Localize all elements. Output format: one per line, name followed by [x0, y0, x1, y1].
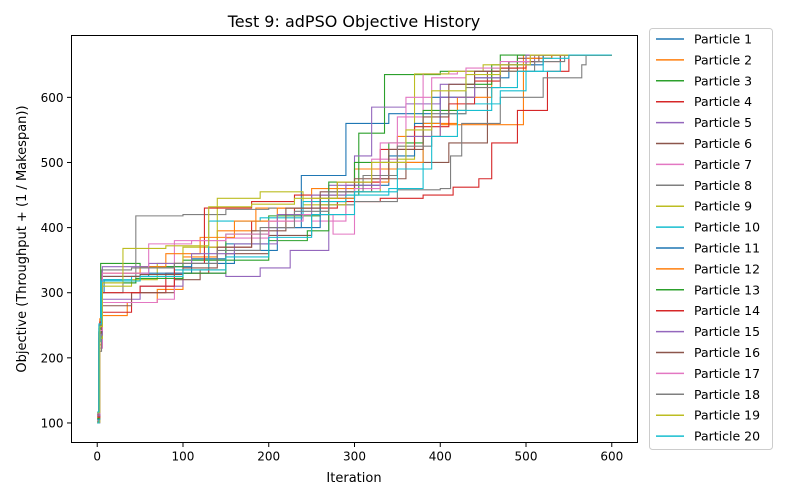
legend-item: Particle 1: [656, 32, 752, 47]
series-line-particle-4: [97, 54, 612, 416]
legend-item: Particle 12: [656, 261, 760, 276]
y-tick-label: 300: [41, 286, 64, 300]
x-tick: 600: [600, 442, 623, 464]
legend-item: Particle 9: [656, 199, 752, 214]
legend-label: Particle 20: [694, 429, 760, 444]
legend-label: Particle 14: [694, 303, 760, 318]
legend-item: Particle 20: [656, 429, 760, 444]
legend-item: Particle 5: [656, 115, 752, 130]
series-line-particle-17: [97, 54, 612, 415]
legend-items: Particle 1 Particle 2 Particle 3 Particle 4…: [656, 32, 760, 444]
series-line-particle-15: [97, 54, 612, 417]
plot-frame: [71, 35, 638, 443]
series-line-particle-16: [97, 54, 612, 416]
legend-item: Particle 7: [656, 157, 752, 172]
x-tick-label: 100: [172, 450, 195, 464]
x-tick-label: 0: [93, 450, 101, 464]
legend-label: Particle 12: [694, 261, 760, 276]
legend-label: Particle 18: [694, 387, 760, 402]
series-line-particle-12: [97, 54, 612, 419]
legend-label: Particle 1: [694, 32, 752, 47]
series-line-particle-20: [97, 54, 612, 413]
y-tick-label: 600: [41, 91, 64, 105]
legend: Particle 1 Particle 2 Particle 3 Particle 4…: [649, 28, 773, 450]
legend-label: Particle 3: [694, 73, 752, 88]
y-axis-label: Objective (Throughput + (1 / Makespan)): [15, 105, 30, 372]
legend-label: Particle 19: [694, 408, 760, 423]
x-tick-label: 300: [343, 450, 366, 464]
legend-item: Particle 11: [656, 241, 760, 256]
legend-item: Particle 15: [656, 324, 760, 339]
x-tick: 200: [257, 442, 280, 464]
legend-item: Particle 2: [656, 52, 752, 67]
x-tick-label: 200: [257, 450, 280, 464]
x-tick: 300: [343, 442, 366, 464]
legend-item: Particle 4: [656, 94, 752, 109]
chart-title: Test 9: adPSO Objective History: [227, 12, 481, 31]
x-tick: 0: [93, 442, 101, 464]
legend-item: Particle 6: [656, 136, 752, 151]
legend-item: Particle 17: [656, 366, 760, 381]
y-tick: 400: [41, 221, 72, 235]
plot-series-group: [97, 54, 612, 424]
y-tick-label: 100: [41, 416, 64, 430]
y-tick: 600: [41, 91, 72, 105]
x-tick: 500: [515, 442, 538, 464]
y-tick-label: 200: [41, 351, 64, 365]
series-line-particle-2: [97, 54, 612, 417]
legend-label: Particle 7: [694, 157, 752, 172]
series-line-particle-7: [97, 54, 612, 421]
x-tick-label: 400: [429, 450, 452, 464]
legend-label: Particle 6: [694, 136, 752, 151]
legend-item: Particle 8: [656, 178, 752, 193]
legend-label: Particle 17: [694, 366, 760, 381]
legend-item: Particle 3: [656, 73, 752, 88]
y-tick-label: 400: [41, 221, 64, 235]
legend-label: Particle 11: [694, 241, 760, 256]
legend-label: Particle 9: [694, 199, 752, 214]
legend-label: Particle 16: [694, 345, 760, 360]
legend-box: [649, 28, 773, 450]
legend-item: Particle 19: [656, 408, 760, 423]
x-tick: 400: [429, 442, 452, 464]
x-tick: 100: [172, 442, 195, 464]
y-tick: 200: [41, 351, 72, 365]
legend-item: Particle 18: [656, 387, 760, 402]
legend-label: Particle 5: [694, 115, 752, 130]
y-tick: 100: [41, 416, 72, 430]
legend-label: Particle 4: [694, 94, 752, 109]
legend-item: Particle 14: [656, 303, 760, 318]
legend-item: Particle 13: [656, 282, 760, 297]
series-line-particle-11: [97, 54, 612, 420]
series-line-particle-14: [97, 54, 612, 418]
series-line-particle-19: [97, 54, 612, 414]
legend-label: Particle 15: [694, 324, 760, 339]
y-tick: 300: [41, 286, 72, 300]
legend-label: Particle 10: [694, 220, 760, 235]
legend-label: Particle 13: [694, 282, 760, 297]
legend-item: Particle 10: [656, 220, 760, 235]
legend-item: Particle 16: [656, 345, 760, 360]
y-tick-label: 500: [41, 156, 64, 170]
series-line-particle-13: [97, 54, 612, 419]
x-axis-label: Iteration: [326, 471, 381, 486]
legend-label: Particle 2: [694, 52, 752, 67]
legend-label: Particle 8: [694, 178, 752, 193]
x-axis-ticks: 0 100 200 300 400 500 600: [93, 442, 623, 464]
x-tick-label: 500: [515, 450, 538, 464]
y-tick: 500: [41, 156, 72, 170]
y-axis-ticks: 100 200 300 400 500 600: [41, 91, 72, 430]
series-line-particle-3: [97, 54, 612, 421]
x-tick-label: 600: [600, 450, 623, 464]
